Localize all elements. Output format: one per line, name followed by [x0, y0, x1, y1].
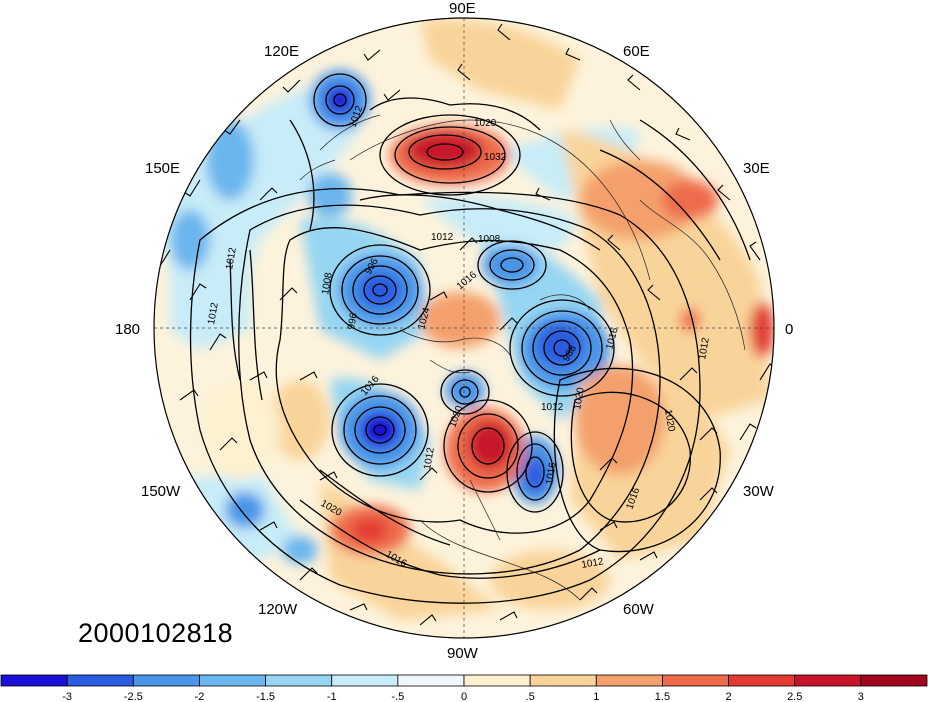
colorbar-label: 2 [726, 691, 732, 702]
lon-label-180: 180 [115, 321, 140, 338]
contour-label: 996 [346, 312, 360, 331]
lon-label-120e: 120E [264, 43, 299, 60]
contour-label: 1012 [431, 232, 454, 243]
colorbar-label: 2.5 [787, 691, 802, 702]
lon-label-150w: 150W [141, 483, 181, 500]
lon-label-0: 0 [785, 321, 793, 338]
lon-label-60w: 60W [623, 601, 655, 618]
colorbar-label: -1 [327, 691, 337, 702]
colorbar-box [0, 674, 68, 687]
lon-label-30e: 30E [743, 160, 770, 177]
pressure-contours [189, 73, 751, 604]
colorbar: -3 -2.5 -2 -1.5 -1 -.5 0 .5 1 1.5 2 2.5 3 [0, 674, 928, 702]
contour-label: 1008 [320, 271, 335, 295]
colorbar-label: 1 [593, 691, 599, 702]
map-boundary [153, 17, 775, 639]
colorbar-box [794, 674, 862, 687]
wind-barbs [154, 23, 774, 626]
contour-label: 1012 [581, 556, 605, 571]
colorbar-labels: -3 -2.5 -2 -1.5 -1 -.5 0 .5 1 1.5 2 2.5 3 [62, 691, 864, 702]
colorbar-boxes [0, 674, 928, 687]
lon-label-30w: 30W [743, 483, 775, 500]
colorbar-box [66, 674, 134, 687]
lon-label-150e: 150E [145, 160, 180, 177]
date-stamp: 2000102818 [78, 618, 234, 648]
contour-label: 1020 [572, 386, 587, 410]
colorbar-box [728, 674, 796, 687]
colorbar-label: 0 [461, 691, 467, 702]
graticule [154, 18, 774, 638]
colorbar-label: 3 [858, 691, 864, 702]
contour-label: 1012 [422, 446, 437, 470]
colorbar-label: 1.5 [655, 691, 670, 702]
contour-label: 1008 [478, 234, 501, 245]
contour-label: 1020 [662, 409, 677, 433]
colorbar-box [529, 674, 597, 687]
colorbar-box [463, 674, 531, 687]
colorbar-label: -2 [195, 691, 205, 702]
colorbar-label: .5 [526, 691, 535, 702]
contour-label: 1012 [541, 402, 564, 413]
colorbar-box [199, 674, 266, 687]
polar-map: 90E 120E 60E 150E 30E 180 0 150W 30W 120… [115, 0, 793, 662]
colorbar-box [397, 674, 465, 687]
lon-label-90e: 90E [449, 0, 476, 17]
contour-label: 1012 [224, 246, 239, 270]
lon-label-60e: 60E [623, 43, 650, 60]
colorbar-label: -3 [62, 691, 72, 702]
colorbar-box [662, 674, 729, 687]
contour-label: 1012 [697, 336, 712, 360]
contour-label: 1032 [484, 152, 507, 163]
colorbar-box [265, 674, 333, 687]
colorbar-label: -.5 [391, 691, 404, 702]
coastlines [299, 114, 746, 601]
lon-label-120w: 120W [258, 601, 298, 618]
lon-label-90w: 90W [447, 645, 479, 662]
colorbar-label: -1.5 [256, 691, 275, 702]
longitude-labels: 90E 120E 60E 150E 30E 180 0 150W 30W 120… [115, 0, 793, 662]
contour-label: 1016 [544, 461, 559, 485]
colorbar-box [595, 674, 663, 687]
colorbar-box [860, 674, 928, 687]
colorbar-box [132, 674, 200, 687]
contour-label: 1020 [474, 118, 497, 129]
contour-label: 1012 [206, 301, 221, 325]
colorbar-label: -2.5 [124, 691, 143, 702]
colorbar-box [331, 674, 399, 687]
